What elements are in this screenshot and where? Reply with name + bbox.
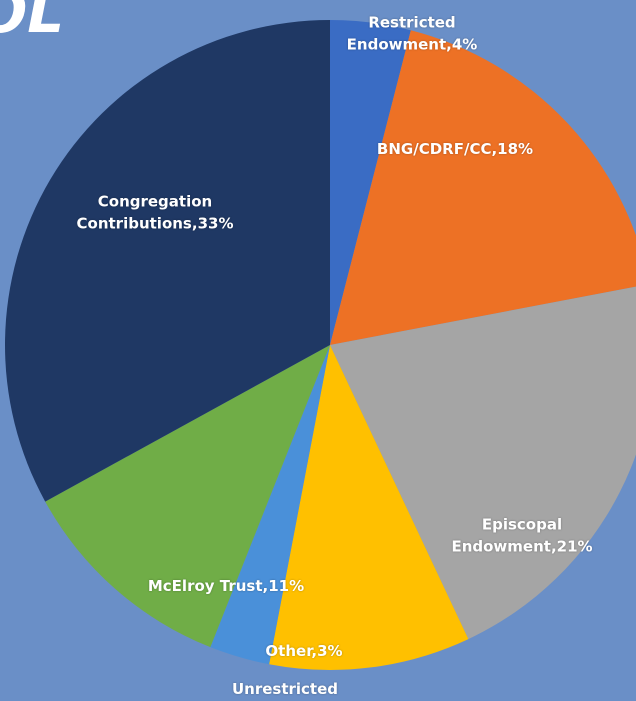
pie-slice — [330, 286, 636, 640]
pie-slice — [4, 20, 330, 502]
label-separator: , — [262, 577, 269, 596]
data-label: Episcopal Endowment,21% — [451, 514, 592, 558]
label-category: Unrestricted — [231, 680, 339, 699]
label-value: 11% — [268, 577, 305, 596]
pie-slice — [269, 345, 469, 670]
label-value: 21% — [556, 537, 593, 555]
label-category: Restricted Endowment — [346, 13, 456, 53]
label-value: 33% — [197, 214, 234, 232]
label-category: McElroy Trust — [147, 577, 263, 596]
label-category: BNG/CDRF/CC — [376, 140, 492, 159]
pie-slice — [210, 345, 330, 665]
pie-slice — [330, 20, 411, 345]
label-category: Episcopal Endowment — [451, 515, 563, 555]
data-label: Unrestricted — [232, 679, 338, 701]
label-separator: , — [446, 35, 452, 53]
label-value: 18% — [497, 140, 534, 159]
data-label: McElroy Trust,11% — [148, 576, 304, 598]
pie-slice — [45, 345, 331, 648]
pie-slice — [330, 30, 636, 345]
data-label: Other,3% — [265, 641, 342, 663]
label-category: Other — [265, 642, 312, 661]
label-category: Congregation Contributions — [76, 192, 213, 232]
label-separator: , — [191, 214, 198, 232]
data-label: Congregation Contributions,33% — [77, 191, 234, 235]
label-separator: , — [550, 537, 557, 555]
label-separator: , — [311, 642, 318, 661]
label-separator: , — [491, 140, 498, 159]
label-value: 4% — [451, 35, 478, 53]
data-label: BNG/CDRF/CC,18% — [377, 139, 533, 161]
data-label: Restricted Endowment,4% — [347, 12, 478, 56]
label-value: 3% — [317, 642, 343, 661]
heading: OL — [0, 0, 65, 46]
